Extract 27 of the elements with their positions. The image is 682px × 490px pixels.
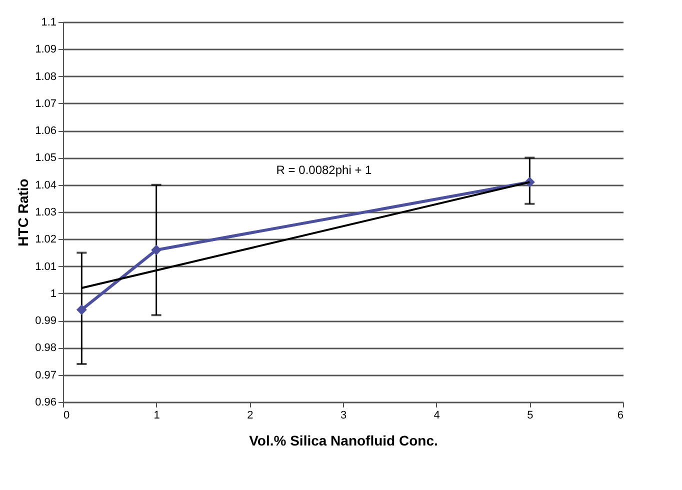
- y-tick-label: 1.08: [35, 70, 56, 83]
- y-tick-label: 0.97: [35, 369, 56, 382]
- point: [76, 304, 87, 315]
- y-tick-label: 1.09: [35, 44, 56, 56]
- y-tick-label: 1.07: [35, 98, 56, 110]
- y-tick-label: 1.02: [35, 234, 56, 246]
- y-tick-label: 1.1: [41, 16, 56, 28]
- x-axis-title: Vol.% Silica Nanofluid Conc.: [249, 432, 438, 448]
- y-tick-label: 1: [50, 288, 56, 300]
- x-tick-label: 0: [64, 410, 70, 422]
- x-tick-label: 5: [527, 410, 534, 422]
- y-tick-label: 1.01: [35, 260, 56, 273]
- y-tick-label: 1.04: [35, 179, 56, 192]
- x-tick-label: 3: [340, 410, 347, 422]
- x-tick-label: 4: [434, 410, 440, 422]
- x-tick-label: 2: [247, 410, 254, 422]
- annotation: R = 0.0082phi + 1: [276, 163, 372, 177]
- y-tick-label: 1.06: [35, 125, 56, 138]
- x-tick-label: 1: [154, 410, 160, 422]
- y-tick-label: 0.98: [35, 342, 56, 354]
- y-tick-label: 1.05: [35, 152, 56, 164]
- y-tick-label: 1.03: [35, 206, 56, 218]
- y-tick-label: 0.99: [35, 315, 56, 328]
- y-tick-label: 0.96: [35, 396, 56, 408]
- y-axis-title: HTC Ratio: [15, 178, 32, 246]
- point: [151, 244, 162, 256]
- x-tick-label: 6: [617, 410, 624, 422]
